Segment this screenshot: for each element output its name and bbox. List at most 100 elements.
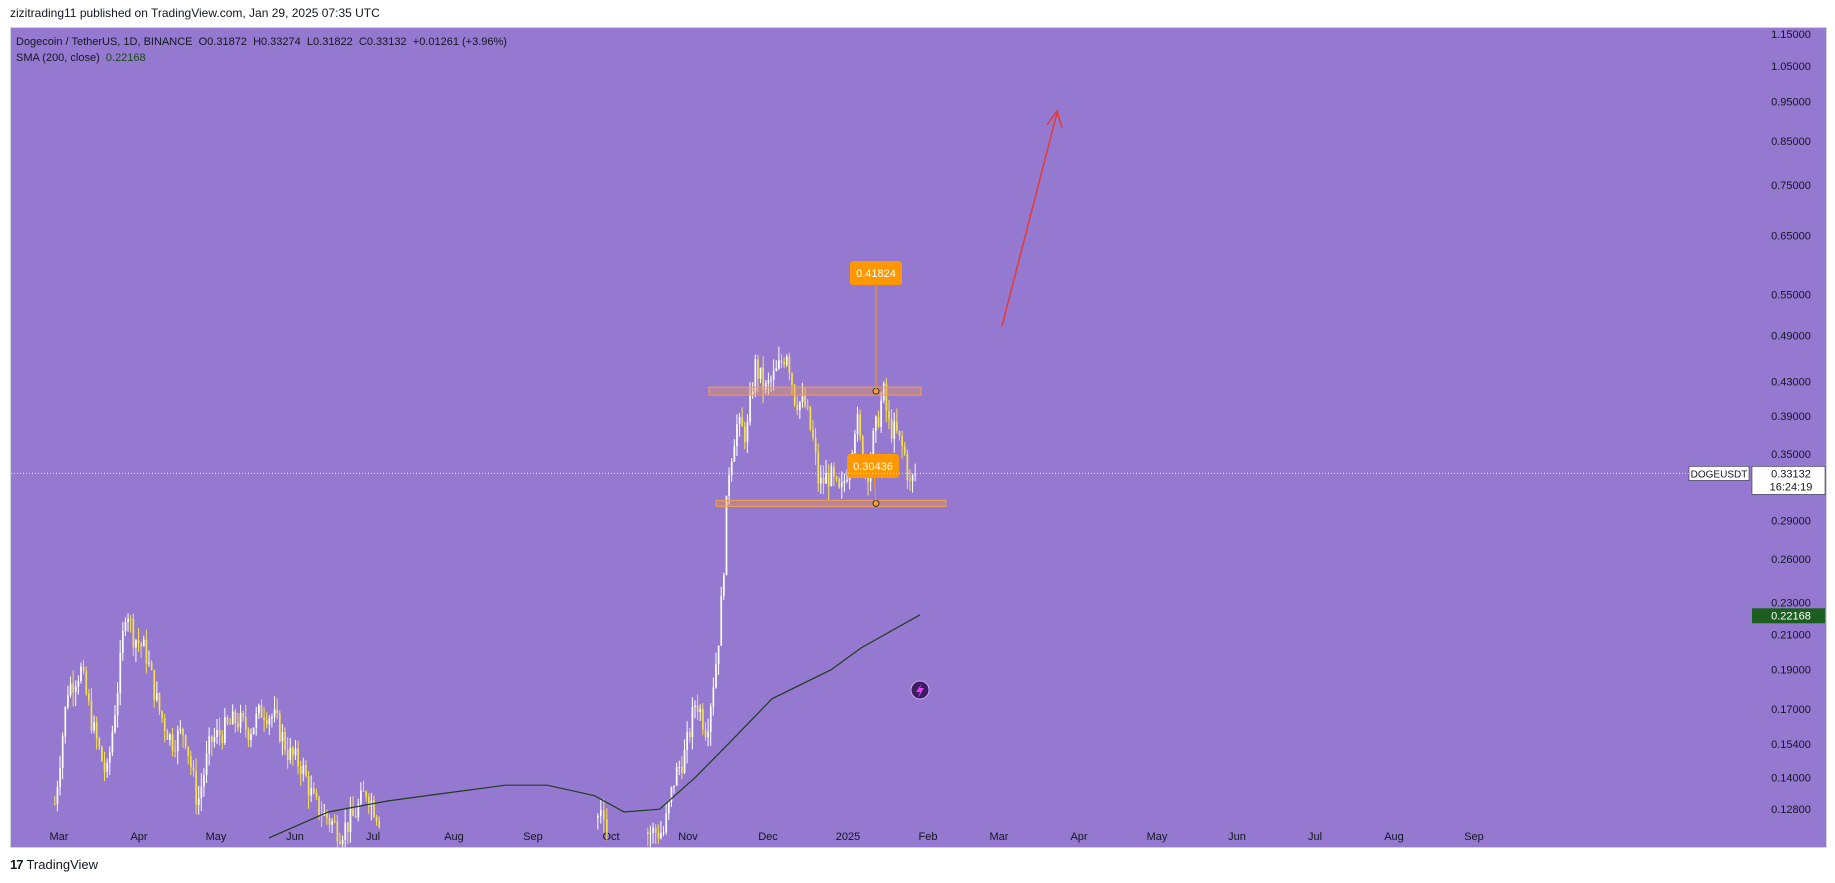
symbol-tag-label: DOGEUSDT <box>1691 469 1748 480</box>
candle-body <box>707 732 709 738</box>
candle-body <box>728 475 730 496</box>
candle-body <box>861 436 864 468</box>
candle-body <box>315 793 318 797</box>
candle-body <box>271 716 273 719</box>
legend-sma-row: SMA (200, close) 0.22168 <box>16 50 507 66</box>
candle-body <box>137 640 140 644</box>
price-chart[interactable]: Mar Apr May Jun Jul Aug Sep Oct Nov Dec 2025 Feb Mar… <box>11 28 1751 853</box>
chart-frame: Mar Apr May Jun Jul Aug Sep Oct Nov Dec 2025 Feb Mar… <box>10 27 1827 853</box>
support-zone[interactable] <box>715 499 947 507</box>
candle-body <box>665 813 668 833</box>
legend-open: O0.31872 <box>198 36 247 48</box>
candle-body <box>260 705 263 718</box>
candle-body <box>846 479 848 481</box>
candle-body <box>307 776 310 796</box>
candle-body <box>77 681 80 687</box>
candle-body <box>652 827 654 833</box>
candle-body <box>830 466 833 486</box>
time-tick-label: Sep <box>1464 831 1484 843</box>
resistance-zone[interactable] <box>708 386 922 396</box>
candle-body <box>709 706 712 733</box>
candle-body <box>234 711 237 724</box>
legend-symbol[interactable]: Dogecoin / TetherUS, 1D, BINANCE <box>16 36 193 48</box>
price-tick-label: 0.35000 <box>1771 449 1811 461</box>
tradingview-logo-icon[interactable]: 17 <box>10 857 24 872</box>
candle-body <box>373 800 375 817</box>
candle-body <box>877 416 880 427</box>
candle-body <box>67 695 69 708</box>
candle-body <box>914 474 917 476</box>
price-tick-label: 0.12800 <box>1771 804 1811 816</box>
candle-body <box>778 360 780 369</box>
candle-body <box>888 410 890 420</box>
sma-price-badge[interactable] <box>1752 608 1825 624</box>
candle-body <box>93 722 95 731</box>
candle-body <box>299 766 302 775</box>
price-tick-label: 0.19000 <box>1771 665 1811 677</box>
candle-body <box>746 422 749 443</box>
candle-body <box>148 662 150 664</box>
candle-body <box>911 475 914 481</box>
candle-body <box>699 709 702 712</box>
price-tick-label: 0.26000 <box>1771 554 1811 566</box>
candle-body <box>896 421 898 431</box>
candle-body <box>276 709 279 714</box>
candle-body <box>688 732 691 738</box>
candle-body <box>218 729 221 736</box>
price-tick-label: 0.21000 <box>1771 629 1811 641</box>
candle-body <box>169 734 171 740</box>
candle-body <box>654 827 657 833</box>
price-tick-label: 0.14000 <box>1771 773 1811 785</box>
candle-body <box>320 815 323 817</box>
time-tick-label: Sep <box>523 831 543 843</box>
sma-200-line[interactable] <box>268 614 921 839</box>
projection-arrowhead-icon <box>1046 109 1063 129</box>
candle-body <box>833 466 835 477</box>
plot-area[interactable]: Mar Apr May Jun Jul Aug Sep Oct Nov Dec 2025 Feb Mar… <box>11 28 1751 853</box>
price-tick-label: 1.15000 <box>1771 29 1811 41</box>
resistance-callout[interactable] <box>850 261 902 285</box>
candle-body <box>725 495 728 576</box>
candle-body <box>820 477 822 484</box>
price-axis[interactable]: 1.15000 1.05000 0.95000 0.85000 0.75000 0.650… <box>1751 28 1826 847</box>
candle-body <box>273 709 276 717</box>
candle-body <box>88 694 90 701</box>
candle-body <box>767 380 770 383</box>
candle-body <box>286 750 289 760</box>
candle-body <box>662 832 665 834</box>
candle-body <box>754 359 757 392</box>
time-tick-label: Dec <box>758 831 778 843</box>
candle-body <box>242 713 245 718</box>
candle-body <box>336 821 339 842</box>
publisher-line: zizitrading11 published on TradingView.c… <box>10 6 380 20</box>
footer: 17 TradingView <box>10 857 98 872</box>
candle-body <box>258 705 260 714</box>
legend-sma-label[interactable]: SMA (200, close) <box>16 52 100 64</box>
support-callout[interactable] <box>847 454 899 478</box>
candle-body <box>297 748 299 767</box>
candle-body <box>696 705 699 712</box>
candle-body <box>192 767 195 771</box>
candle-body <box>72 683 75 693</box>
time-tick-label: Apr <box>130 831 147 843</box>
price-tick-label: 0.15400 <box>1771 739 1811 751</box>
candle-body <box>328 818 331 825</box>
candle-body <box>838 478 841 488</box>
price-tick-label: 0.29000 <box>1771 515 1811 527</box>
symbol-tag: DOGEUSDT <box>1688 466 1750 481</box>
candle-body <box>733 445 736 462</box>
candle-body <box>339 841 341 845</box>
projection-arrow[interactable] <box>1001 112 1058 327</box>
candle-body <box>840 482 843 488</box>
candle-body <box>770 379 772 381</box>
candle-body <box>85 671 88 695</box>
candle-body <box>804 396 806 407</box>
candle-body <box>278 713 281 742</box>
last-price-badge[interactable] <box>1751 466 1826 495</box>
candle-body <box>736 424 738 446</box>
candle-body <box>799 402 801 411</box>
candle-body <box>812 429 814 438</box>
candle-body <box>349 808 352 832</box>
price-tick-label: 0.75000 <box>1771 180 1811 192</box>
candle-body <box>772 371 775 380</box>
